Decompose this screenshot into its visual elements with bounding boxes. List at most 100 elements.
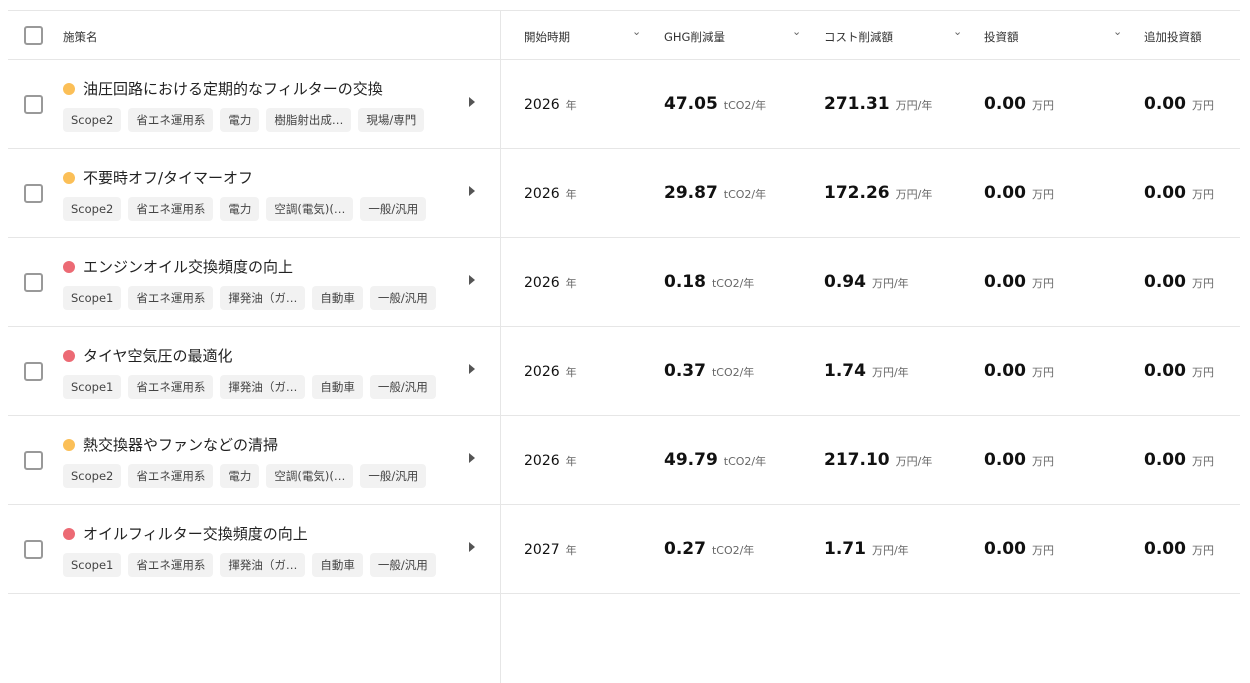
cost-unit: 万円/年	[895, 455, 933, 468]
invest-unit: 万円	[1031, 99, 1054, 112]
status-dot-icon	[63, 171, 75, 184]
column-divider	[500, 149, 501, 237]
chevron-down-icon[interactable]: ⌄	[792, 25, 802, 38]
cost-value: 271.31	[824, 94, 890, 114]
measures-table: 施策名 開始時期 ⌄ GHG削減量 ⌄ コスト削減額 ⌄ 投資額 ⌄ 追加投資額…	[8, 10, 1240, 683]
table-row[interactable]: 不要時オフ/タイマーオフ Scope2 省エネ運用系 電力 空調(電気)(… 一般/汎用…	[8, 149, 1240, 238]
header-extra[interactable]: 追加投資額	[1144, 30, 1202, 44]
select-all-checkbox[interactable]	[24, 26, 43, 45]
year-unit: 年	[565, 544, 577, 557]
tag: 省エネ運用系	[128, 464, 214, 488]
status-dot-icon	[63, 260, 75, 273]
row-checkbox[interactable]	[24, 540, 43, 559]
column-divider	[500, 594, 501, 683]
table-row[interactable]: 熱交換器やファンなどの清掃 Scope2 省エネ運用系 電力 空調(電気)(… 一般/汎…	[8, 416, 1240, 505]
ghg-unit: tCO2/年	[711, 277, 755, 290]
extra-unit: 万円	[1191, 277, 1214, 290]
column-divider	[500, 11, 501, 59]
tag: 揮発油（ガ…	[220, 375, 306, 399]
table-row[interactable]: 油圧回路における定期的なフィルターの交換 Scope2 省エネ運用系 電力 樹脂射出成…	[8, 60, 1240, 149]
tag: 自動車	[312, 375, 363, 399]
extra-cell: 0.00 万円	[1144, 183, 1214, 203]
header-ghg[interactable]: GHG削減量	[664, 30, 725, 44]
invest-cell: 0.00 万円	[984, 183, 1054, 203]
measure-title[interactable]: タイヤ空気圧の最適化	[63, 345, 233, 366]
year-value: 2026	[524, 275, 560, 291]
extra-unit: 万円	[1191, 188, 1214, 201]
caret-right-icon[interactable]	[469, 97, 475, 107]
extra-value: 0.00	[1144, 450, 1186, 470]
measure-title[interactable]: エンジンオイル交換頻度の向上	[63, 256, 293, 277]
header-cost[interactable]: コスト削減額	[824, 30, 893, 44]
invest-cell: 0.00 万円	[984, 361, 1054, 381]
caret-right-icon[interactable]	[469, 364, 475, 374]
invest-unit: 万円	[1031, 277, 1054, 290]
chevron-down-icon[interactable]: ⌄	[953, 25, 963, 38]
row-checkbox[interactable]	[24, 95, 43, 114]
measure-title[interactable]: 不要時オフ/タイマーオフ	[63, 167, 253, 188]
tag: Scope2	[63, 197, 122, 221]
caret-right-icon[interactable]	[469, 275, 475, 285]
table-row[interactable]: オイルフィルター交換頻度の向上 Scope1 省エネ運用系 揮発油（ガ… 自動車 一般/…	[8, 505, 1240, 594]
tag: 樹脂射出成…	[266, 108, 352, 132]
tag-list: Scope1 省エネ運用系 揮発油（ガ… 自動車 一般/汎用	[63, 375, 436, 399]
tag: 一般/汎用	[369, 286, 436, 310]
ghg-unit: tCO2/年	[723, 188, 767, 201]
invest-unit: 万円	[1031, 188, 1054, 201]
invest-value: 0.00	[984, 94, 1026, 114]
extra-value: 0.00	[1144, 183, 1186, 203]
row-checkbox[interactable]	[24, 273, 43, 292]
measure-title-text: 熱交換器やファンなどの清掃	[83, 436, 279, 454]
caret-right-icon[interactable]	[469, 542, 475, 552]
row-checkbox[interactable]	[24, 451, 43, 470]
row-checkbox[interactable]	[24, 184, 43, 203]
status-dot-icon	[63, 82, 75, 95]
ghg-value: 0.37	[664, 361, 706, 381]
ghg-cell: 49.79 tCO2/年	[664, 450, 766, 470]
year-cell: 2026 年	[524, 272, 577, 291]
tag: Scope2	[63, 108, 122, 132]
caret-right-icon[interactable]	[469, 186, 475, 196]
tag: 自動車	[312, 553, 363, 577]
tag: 一般/汎用	[360, 464, 427, 488]
ghg-unit: tCO2/年	[711, 366, 755, 379]
tag: 一般/汎用	[369, 553, 436, 577]
extra-value: 0.00	[1144, 539, 1186, 559]
extra-cell: 0.00 万円	[1144, 361, 1214, 381]
ghg-cell: 0.37 tCO2/年	[664, 361, 754, 381]
year-unit: 年	[565, 277, 577, 290]
cost-unit: 万円/年	[895, 99, 933, 112]
cost-value: 172.26	[824, 183, 890, 203]
table-row[interactable]: タイヤ空気圧の最適化 Scope1 省エネ運用系 揮発油（ガ… 自動車 一般/汎用 20…	[8, 327, 1240, 416]
cost-value: 0.94	[824, 272, 866, 292]
tag: Scope1	[63, 553, 122, 577]
tag: 空調(電気)(…	[266, 464, 354, 488]
cost-cell: 0.94 万円/年	[824, 272, 909, 292]
status-dot-icon	[63, 527, 75, 540]
measure-title[interactable]: 油圧回路における定期的なフィルターの交換	[63, 78, 383, 99]
chevron-down-icon[interactable]: ⌄	[632, 25, 642, 38]
invest-cell: 0.00 万円	[984, 450, 1054, 470]
cost-unit: 万円/年	[871, 366, 909, 379]
caret-right-icon[interactable]	[469, 453, 475, 463]
ghg-unit: tCO2/年	[723, 99, 767, 112]
ghg-value: 49.79	[664, 450, 718, 470]
tag-list: Scope1 省エネ運用系 揮発油（ガ… 自動車 一般/汎用	[63, 286, 436, 310]
column-divider	[500, 238, 501, 326]
chevron-down-icon[interactable]: ⌄	[1113, 25, 1123, 38]
row-checkbox[interactable]	[24, 362, 43, 381]
status-dot-icon	[63, 438, 75, 451]
header-name: 施策名	[63, 30, 98, 44]
tag: 省エネ運用系	[128, 375, 214, 399]
year-cell: 2026 年	[524, 450, 577, 469]
cost-value: 1.74	[824, 361, 866, 381]
measure-title[interactable]: 熱交換器やファンなどの清掃	[63, 434, 278, 455]
header-invest[interactable]: 投資額	[984, 30, 1019, 44]
header-start[interactable]: 開始時期	[524, 30, 570, 44]
table-row[interactable]: エンジンオイル交換頻度の向上 Scope1 省エネ運用系 揮発油（ガ… 自動車 一般/汎…	[8, 238, 1240, 327]
tag: 一般/汎用	[369, 375, 436, 399]
tag-list: Scope2 省エネ運用系 電力 空調(電気)(… 一般/汎用	[63, 464, 427, 488]
cost-cell: 271.31 万円/年	[824, 94, 932, 114]
invest-cell: 0.00 万円	[984, 539, 1054, 559]
measure-title[interactable]: オイルフィルター交換頻度の向上	[63, 523, 308, 544]
